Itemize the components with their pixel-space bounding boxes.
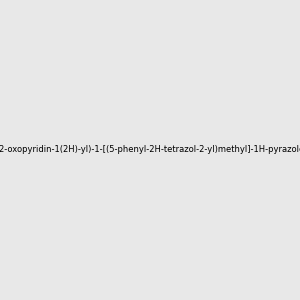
Text: N-(4,6-dimethyl-2-oxopyridin-1(2H)-yl)-1-[(5-phenyl-2H-tetrazol-2-yl)methyl]-1H-: N-(4,6-dimethyl-2-oxopyridin-1(2H)-yl)-1… [0, 146, 300, 154]
